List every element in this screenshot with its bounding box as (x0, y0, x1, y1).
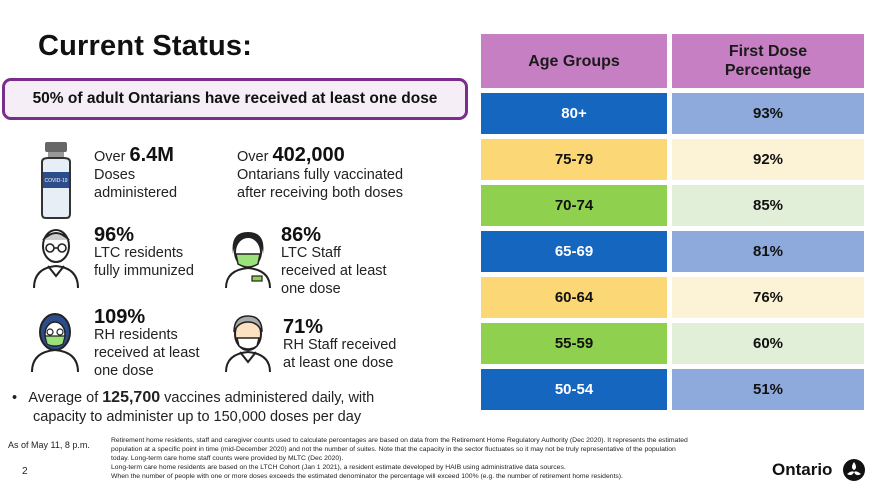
fully-prefix: Over (237, 149, 273, 165)
headline-banner: 50% of adult Ontarians have received at … (2, 78, 468, 120)
page-number: 2 (22, 466, 28, 477)
footnote-line: population at a specific point in time (… (111, 446, 676, 453)
age-cell: 75-79 (481, 139, 667, 180)
pct-cell: 81% (672, 231, 864, 272)
table-row: 60-64 76% (481, 277, 864, 318)
rh-staff-value: 71% (283, 316, 324, 338)
footnotes: Retirement home residents, staff and car… (111, 436, 811, 481)
fully-vaccinated-stat: Over 402,000 Ontarians fully vaccinated … (237, 144, 404, 202)
ltc-staff-line1: LTC Staff (281, 245, 341, 261)
ltc-staff-value: 86% (281, 224, 322, 246)
table-row: 50-54 51% (481, 369, 864, 410)
age-cell: 70-74 (481, 185, 667, 226)
fully-line2: after receiving both doses (237, 185, 404, 201)
as-of-timestamp: As of May 11, 8 p.m. (8, 440, 90, 450)
table-row: 55-59 60% (481, 323, 864, 364)
ontario-wordmark: Ontario (772, 460, 833, 479)
trillium-logo-icon (843, 459, 865, 481)
table-row: 70-74 85% (481, 185, 864, 226)
doses-line1: Doses (94, 167, 136, 183)
footnote-line: Retirement home residents, staff and car… (111, 437, 688, 444)
ltc-staff-stat: 86% LTC Staff received at least one dose (281, 224, 387, 298)
vaccine-vial-icon: COVID-19 (41, 142, 71, 219)
rh-staff-stat: 71% RH Staff received at least one dose (283, 316, 397, 372)
daily-average-bullet: • Average of 125,700 vaccines administer… (12, 388, 422, 427)
table-row: 80+ 93% (481, 93, 864, 134)
footnote-line: today. Long-term care home staff counts … (111, 455, 344, 462)
ltc-resident-icon (33, 229, 79, 289)
vial-label: COVID-19 (44, 178, 67, 184)
ltc-residents-line1: LTC residents (94, 245, 184, 261)
rh-staff-line1: RH Staff received (283, 337, 397, 353)
age-cell: 55-59 (481, 323, 667, 364)
ltc-staff-line3: one dose (281, 281, 341, 297)
rh-residents-line3: one dose (94, 363, 154, 379)
pct-cell: 51% (672, 369, 864, 410)
doses-prefix: Over (94, 149, 130, 165)
rh-staff-line2: at least one dose (283, 355, 394, 371)
bullet-line2: capacity to administer up to 150,000 dos… (33, 409, 362, 425)
age-cell: 80+ (481, 93, 667, 134)
ltc-residents-stat: 96% LTC residents fully immunized (94, 224, 194, 280)
table-row: 75-79 92% (481, 139, 864, 180)
doses-line2: administered (94, 185, 178, 201)
doses-stat: Over 6.4M Doses administered (94, 144, 178, 202)
table-header: Age Groups First Dose Percentage (481, 34, 864, 88)
banner-text: 50% of adult Ontarians have received at … (32, 90, 438, 107)
rh-residents-value: 109% (94, 306, 146, 328)
ltc-residents-line2: fully immunized (94, 263, 194, 279)
header-first-dose-line2: Percentage (724, 62, 812, 79)
age-cell: 60-64 (481, 277, 667, 318)
ltc-residents-value: 96% (94, 224, 135, 246)
pct-cell: 60% (672, 323, 864, 364)
ltc-staff-icon (225, 232, 271, 289)
rh-resident-icon (31, 313, 79, 373)
rh-residents-line2: received at least (94, 345, 200, 361)
age-cell: 65-69 (481, 231, 667, 272)
header-age-groups: Age Groups (481, 34, 667, 88)
doses-value: 6.4M (129, 144, 174, 166)
rh-residents-line1: RH residents (94, 327, 178, 343)
header-first-dose: First Dose Percentage (672, 34, 864, 88)
pct-cell: 85% (672, 185, 864, 226)
rh-staff-icon (225, 315, 271, 373)
ltc-staff-line2: received at least (281, 263, 387, 279)
age-cell: 50-54 (481, 369, 667, 410)
pct-cell: 92% (672, 139, 864, 180)
footnote-line: Long-term care home residents are based … (111, 464, 566, 471)
header-first-dose-line1: First Dose (728, 43, 808, 60)
footnote-line: When the number of people with one or mo… (111, 473, 623, 480)
bullet-value: 125,700 (102, 389, 161, 406)
pct-cell: 76% (672, 277, 864, 318)
fully-value: 402,000 (272, 144, 345, 166)
pct-cell: 93% (672, 93, 864, 134)
bullet-pre: Average of (28, 390, 103, 406)
bullet-post: vaccines administered daily, with (160, 390, 375, 406)
page-title: Current Status: (38, 30, 253, 62)
age-group-table: Age Groups First Dose Percentage 80+ 93% 7… (481, 34, 864, 410)
fully-line1: Ontarians fully vaccinated (237, 167, 404, 183)
table-row: 65-69 81% (481, 231, 864, 272)
rh-residents-stat: 109% RH residents received at least one … (94, 306, 200, 380)
